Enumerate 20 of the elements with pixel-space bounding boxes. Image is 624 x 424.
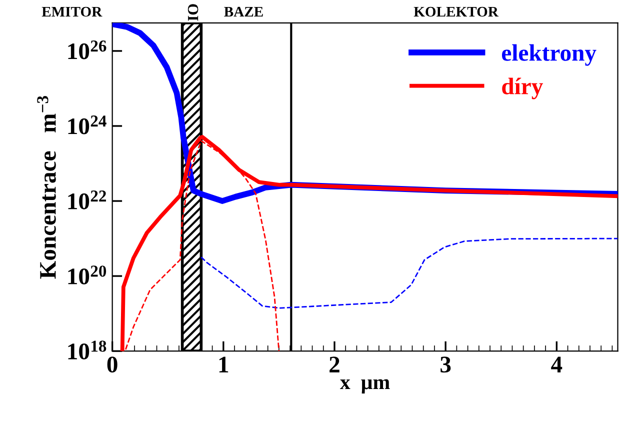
x-axis-title: x µm bbox=[340, 379, 390, 394]
legend-label: díry bbox=[502, 78, 543, 100]
y-tick-label: 10$^{24}$ bbox=[68, 116, 106, 134]
band-label: OI bbox=[188, 4, 198, 21]
y-tick-label: 10$^{22}$ bbox=[68, 190, 106, 210]
x-tick-label: 0 bbox=[107, 356, 118, 373]
x-tick-label: 4 bbox=[551, 356, 562, 372]
x-tick-label: 2 bbox=[330, 356, 340, 372]
text: EMITOR bbox=[42, 6, 102, 17]
y-tick-label: 10$^{20}$ bbox=[68, 266, 106, 284]
y-axis-title: Koncentrace m$^{−3}$ bbox=[37, 96, 56, 279]
line-series bbox=[200, 238, 618, 309]
x-tick-label: 3 bbox=[440, 356, 451, 373]
text: KOLEKTOR bbox=[414, 6, 499, 17]
y-tick-label: 10$^{18}$ bbox=[68, 340, 106, 360]
line-series bbox=[120, 135, 618, 352]
text: BAZE bbox=[224, 6, 263, 17]
y-tick-label: 10$^{26}$ bbox=[68, 40, 106, 60]
x-tick-label: 1 bbox=[219, 356, 228, 372]
legend-label: elektrony bbox=[502, 44, 596, 66]
